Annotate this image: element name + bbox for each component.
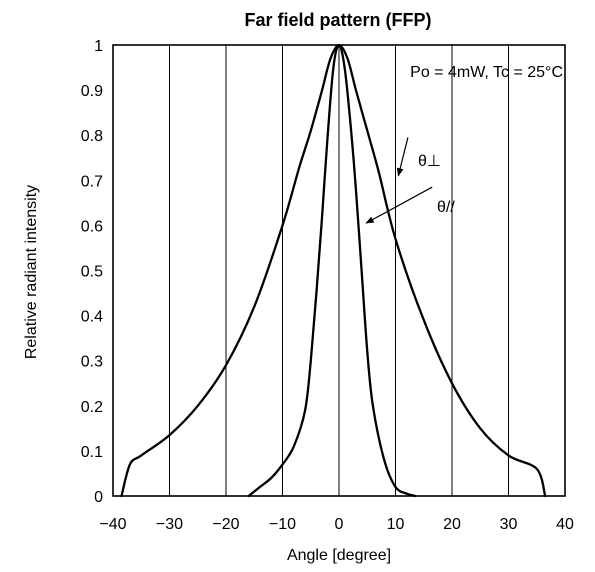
theta-perpendicular-curve <box>120 43 547 498</box>
x-tick-labels: −40 −30 −20 −10 0 10 20 30 40 <box>99 516 574 533</box>
y-tick-label: 0.8 <box>81 128 103 145</box>
curves <box>120 43 547 498</box>
chart-title: Far field pattern (FFP) <box>244 10 431 30</box>
series-annotations: θ⊥ θ// <box>365 137 455 224</box>
y-tick-label: 0.2 <box>81 399 103 416</box>
x-tick-label: 40 <box>556 516 574 533</box>
x-axis-label: Angle [degree] <box>287 547 391 564</box>
plot-frame <box>112 44 566 497</box>
y-tick-labels: 0 0.1 0.2 0.3 0.4 0.5 0.6 0.7 0.8 0.9 1 <box>81 38 103 506</box>
theta-parallel-leader <box>365 186 433 224</box>
x-tick-label: 20 <box>443 516 461 533</box>
y-tick-label: 0.1 <box>81 444 103 461</box>
theta-parallel-curve <box>247 43 417 498</box>
grid-lines <box>169 45 509 496</box>
x-tick-label: −30 <box>156 516 183 533</box>
y-tick-label: 0.5 <box>81 264 103 281</box>
y-tick-label: 1 <box>94 38 103 55</box>
x-tick-label: −10 <box>269 516 296 533</box>
theta-perpendicular-label: θ⊥ <box>418 153 441 170</box>
y-tick-label: 0 <box>94 489 103 506</box>
y-tick-label: 0.4 <box>81 309 103 326</box>
x-tick-label: −40 <box>99 516 126 533</box>
y-tick-label: 0.3 <box>81 354 103 371</box>
y-tick-label: 0.7 <box>81 173 103 190</box>
theta-parallel-label: θ// <box>437 199 455 216</box>
y-tick-label: 0.6 <box>81 218 103 235</box>
y-tick-label: 0.9 <box>81 83 103 100</box>
x-tick-label: 30 <box>500 516 518 533</box>
x-tick-label: −20 <box>212 516 239 533</box>
theta-perpendicular-leader <box>396 137 409 177</box>
y-axis-label: Relative radiant intensity <box>23 185 40 359</box>
condition-text: Po = 4mW, Tc = 25°C <box>410 64 563 81</box>
x-tick-label: 0 <box>335 516 344 533</box>
x-tick-label: 10 <box>387 516 405 533</box>
